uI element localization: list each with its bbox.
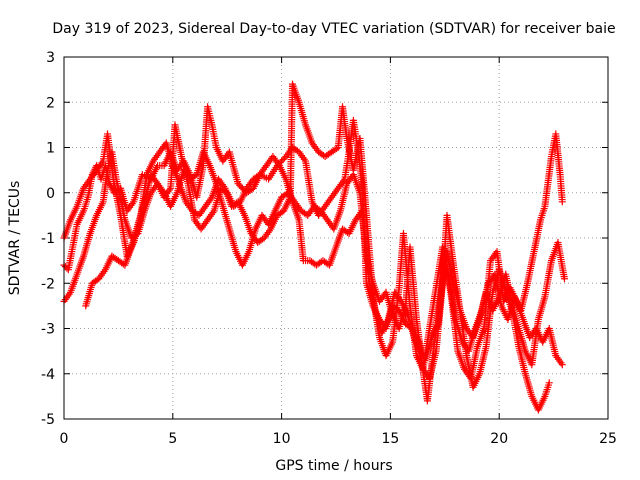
- trace-marker: [315, 206, 323, 214]
- y-tick-label: 0: [46, 186, 55, 202]
- data-points: [60, 80, 568, 414]
- trace-marker: [259, 235, 267, 243]
- y-tick-label: -5: [41, 412, 55, 428]
- x-tick-label: 5: [168, 431, 177, 447]
- x-tick-label: 15: [381, 431, 399, 447]
- series-track-d: [82, 121, 568, 405]
- x-tick-label: 10: [273, 431, 291, 447]
- trace-marker: [293, 147, 301, 155]
- x-axis-label: GPS time / hours: [275, 458, 392, 474]
- trace-marker: [93, 276, 101, 284]
- plot-frame: [63, 56, 609, 420]
- data-point-marker: [545, 379, 553, 387]
- axis-ticks: 0 5 10 15 20 25 -5 -4 -3 -2 -1 0 1 2 3: [41, 50, 617, 447]
- trace-marker: [254, 172, 262, 180]
- y-tick-label: 2: [46, 95, 55, 111]
- data-point-marker: [558, 198, 566, 206]
- y-tick-label: -2: [41, 276, 55, 292]
- x-tick-label: 25: [599, 431, 617, 447]
- data-point-marker: [560, 275, 568, 283]
- y-tick-label: -1: [41, 231, 55, 247]
- y-tick-label: -4: [41, 367, 55, 383]
- x-tick-label: 0: [60, 431, 69, 447]
- trace-marker: [302, 210, 310, 218]
- y-tick-label: 1: [46, 141, 55, 157]
- x-tick-label: 20: [490, 431, 508, 447]
- y-tick-label: 3: [46, 50, 55, 66]
- data-point-marker: [558, 361, 566, 369]
- y-tick-label: -3: [41, 322, 55, 338]
- y-axis-label: SDTVAR / TECUs: [7, 181, 23, 296]
- chart-title: Day 319 of 2023, Sidereal Day-to-day VTE…: [52, 21, 615, 37]
- trace-marker: [193, 210, 201, 218]
